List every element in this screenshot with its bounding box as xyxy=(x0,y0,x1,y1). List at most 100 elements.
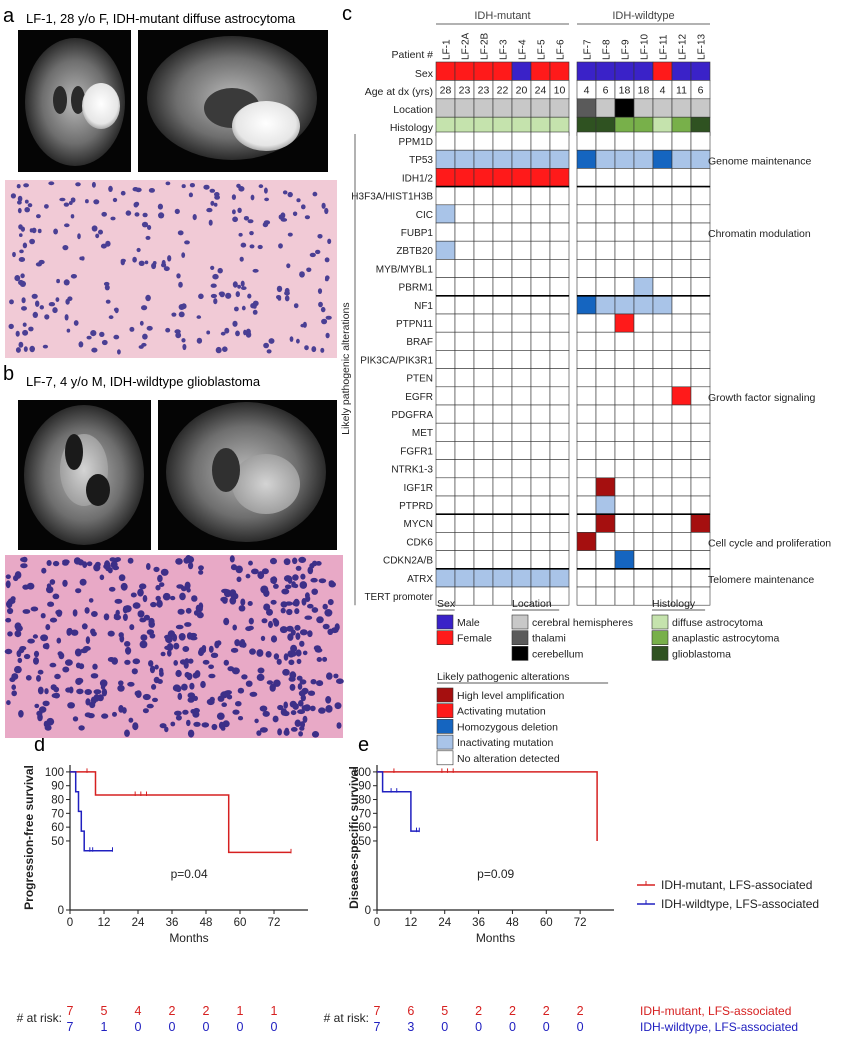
cell-nucleus xyxy=(286,263,291,269)
cell-nucleus xyxy=(158,212,165,219)
alteration-cell xyxy=(614,568,635,588)
cell-nucleus xyxy=(46,717,55,726)
location-cell xyxy=(690,98,711,118)
cell-nucleus xyxy=(181,683,188,691)
x-tick-label: 60 xyxy=(234,917,247,929)
alteration-cell xyxy=(549,350,570,369)
cell-nucleus xyxy=(91,347,98,353)
location-cell xyxy=(492,98,513,118)
alteration-cell xyxy=(633,513,654,533)
alteration-cell xyxy=(492,386,513,406)
cell-nucleus xyxy=(283,729,290,736)
alteration-cell xyxy=(435,441,456,460)
alteration-cell xyxy=(454,222,475,242)
sex-cell xyxy=(511,61,532,81)
patient-label: LF-3 xyxy=(499,39,510,60)
cell-nucleus xyxy=(148,617,155,625)
cell-nucleus xyxy=(66,328,71,333)
cell-nucleus xyxy=(214,192,220,197)
age-value: 6 xyxy=(603,84,609,96)
alteration-cell xyxy=(473,331,494,351)
alteration-cell xyxy=(492,550,513,570)
alteration-cell xyxy=(652,277,673,297)
alteration-cell xyxy=(492,495,513,515)
alteration-cell xyxy=(435,240,456,260)
cell-nucleus xyxy=(292,574,299,581)
patient-label: LF-2A xyxy=(461,32,472,60)
cell-nucleus xyxy=(296,675,303,681)
cell-nucleus xyxy=(11,690,17,697)
patient-label: LF-9 xyxy=(621,39,632,60)
cell-nucleus xyxy=(186,672,193,681)
alteration-cell xyxy=(435,513,456,533)
alteration-cell xyxy=(576,131,597,151)
cell-nucleus xyxy=(184,581,191,590)
cell-nucleus xyxy=(230,647,239,653)
cell-nucleus xyxy=(185,607,192,614)
alteration-cell xyxy=(435,331,456,351)
km-legend-label: IDH-mutant, LFS-associated xyxy=(661,878,812,892)
location-cell xyxy=(530,98,551,118)
cell-nucleus xyxy=(252,309,258,315)
alteration-cell xyxy=(435,222,456,242)
cell-nucleus xyxy=(110,561,118,569)
cell-nucleus xyxy=(56,637,62,644)
cell-nucleus xyxy=(294,608,300,615)
patient-label: LF-4 xyxy=(518,39,529,60)
patient-label: LF-8 xyxy=(602,39,613,60)
alteration-cell xyxy=(454,459,475,479)
cell-nucleus xyxy=(300,721,305,729)
age-value: 18 xyxy=(638,84,650,96)
alteration-cell xyxy=(690,459,711,479)
cell-nucleus xyxy=(273,583,279,589)
alteration-cell xyxy=(690,350,711,369)
alteration-cell xyxy=(595,459,616,479)
alteration-cell xyxy=(614,149,635,169)
alteration-cell xyxy=(690,513,711,533)
cell-nucleus xyxy=(70,197,76,203)
km-legend-label: IDH-wildtype, LFS-associated xyxy=(661,897,819,911)
cell-nucleus xyxy=(16,184,21,189)
alteration-cell xyxy=(652,386,673,406)
alteration-cell xyxy=(530,550,551,570)
alteration-cell xyxy=(473,259,494,278)
cell-nucleus xyxy=(42,344,49,349)
alteration-cell xyxy=(576,259,597,278)
cell-nucleus xyxy=(320,306,326,313)
cell-nucleus xyxy=(107,630,115,637)
alteration-cell xyxy=(530,477,551,497)
cell-nucleus xyxy=(221,702,227,707)
y-tick-label: 90 xyxy=(358,781,371,793)
risk-count: 7 xyxy=(374,1020,381,1034)
cell-nucleus xyxy=(198,565,204,571)
x-axis-label: Months xyxy=(169,931,208,945)
location-cell xyxy=(652,98,673,118)
alteration-cell xyxy=(435,477,456,497)
alteration-cell xyxy=(549,313,570,333)
cell-nucleus xyxy=(84,689,92,695)
panel-letter-b: b xyxy=(3,363,14,385)
cell-nucleus xyxy=(263,589,270,597)
cell-nucleus xyxy=(73,320,79,326)
alteration-cell xyxy=(576,295,597,315)
alteration-cell xyxy=(549,131,570,151)
alteration-cell xyxy=(671,222,692,242)
cell-nucleus xyxy=(239,256,244,262)
alteration-cell xyxy=(633,131,654,151)
legend-swatch xyxy=(651,646,669,661)
cell-nucleus xyxy=(296,198,301,203)
cell-nucleus xyxy=(215,346,222,354)
cell-nucleus xyxy=(201,645,207,651)
cell-nucleus xyxy=(142,708,149,714)
alteration-cell xyxy=(633,277,654,297)
cell-nucleus xyxy=(12,251,16,258)
cell-nucleus xyxy=(260,635,266,642)
cell-nucleus xyxy=(170,721,176,727)
cell-nucleus xyxy=(181,338,186,343)
cell-nucleus xyxy=(187,729,195,738)
cell-nucleus xyxy=(179,592,186,601)
risk-count: 1 xyxy=(101,1020,108,1034)
alteration-cell xyxy=(549,550,570,570)
alteration-cell xyxy=(576,386,597,406)
legend-swatch xyxy=(436,734,454,750)
